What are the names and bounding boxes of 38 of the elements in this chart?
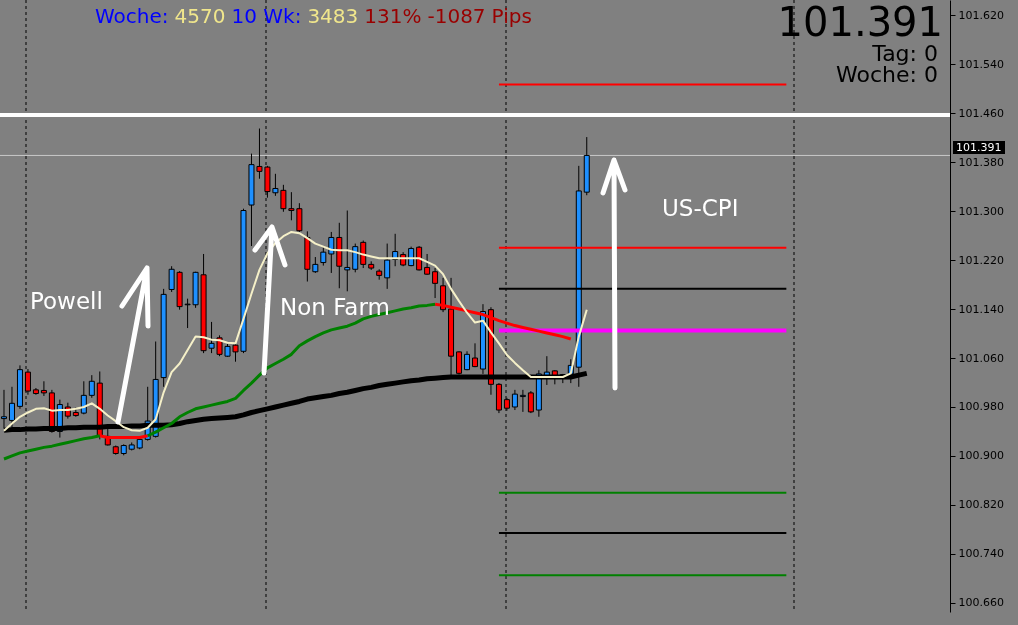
- y-tick-label: 101.060: [958, 351, 1004, 365]
- annotation: 3483: [307, 4, 359, 28]
- annotation: 10 Wk:: [231, 4, 302, 28]
- y-tick-label: 101.300: [958, 204, 1004, 218]
- candlestick: [416, 245, 423, 271]
- candlestick: [360, 240, 367, 269]
- annotation: Powell: [30, 288, 103, 314]
- candlestick: [384, 243, 391, 290]
- candlestick: [432, 267, 439, 299]
- annotation: 4570: [174, 4, 226, 28]
- y-tick-label: 100.820: [958, 498, 1004, 512]
- annotation: US-CPI: [662, 195, 739, 221]
- candlestick: [344, 210, 351, 292]
- candlestick: [511, 389, 518, 411]
- y-tick-label: 100.980: [958, 400, 1004, 414]
- y-tick-label: 101.380: [958, 155, 1004, 169]
- y-tick-label: 101.620: [958, 8, 1004, 22]
- candlestick: [88, 374, 95, 399]
- ref-line-label: 101.391: [953, 141, 1005, 155]
- y-tick-label: 100.740: [958, 547, 1004, 561]
- candlestick: [519, 389, 526, 413]
- candlestick: [352, 243, 359, 273]
- y-tick-label: 101.460: [958, 106, 1004, 120]
- annotation: Pips: [491, 4, 532, 28]
- annotation: 131%: [364, 4, 422, 28]
- y-tick-label: 101.540: [958, 57, 1004, 71]
- annotation: Non Farm: [280, 294, 390, 320]
- candlestick: [8, 386, 15, 429]
- candlestick: [328, 231, 335, 274]
- y-tick-label: 101.140: [958, 302, 1004, 316]
- annotation: -1087: [427, 4, 486, 28]
- annotation: Woche:: [95, 4, 169, 28]
- candlestick: [424, 253, 431, 276]
- y-tick-label: 100.900: [958, 449, 1004, 463]
- y-tick-label: 100.660: [958, 596, 1004, 610]
- candlestick: [40, 380, 47, 397]
- y-tick-label: 101.220: [958, 253, 1004, 267]
- candlestick: [320, 246, 327, 267]
